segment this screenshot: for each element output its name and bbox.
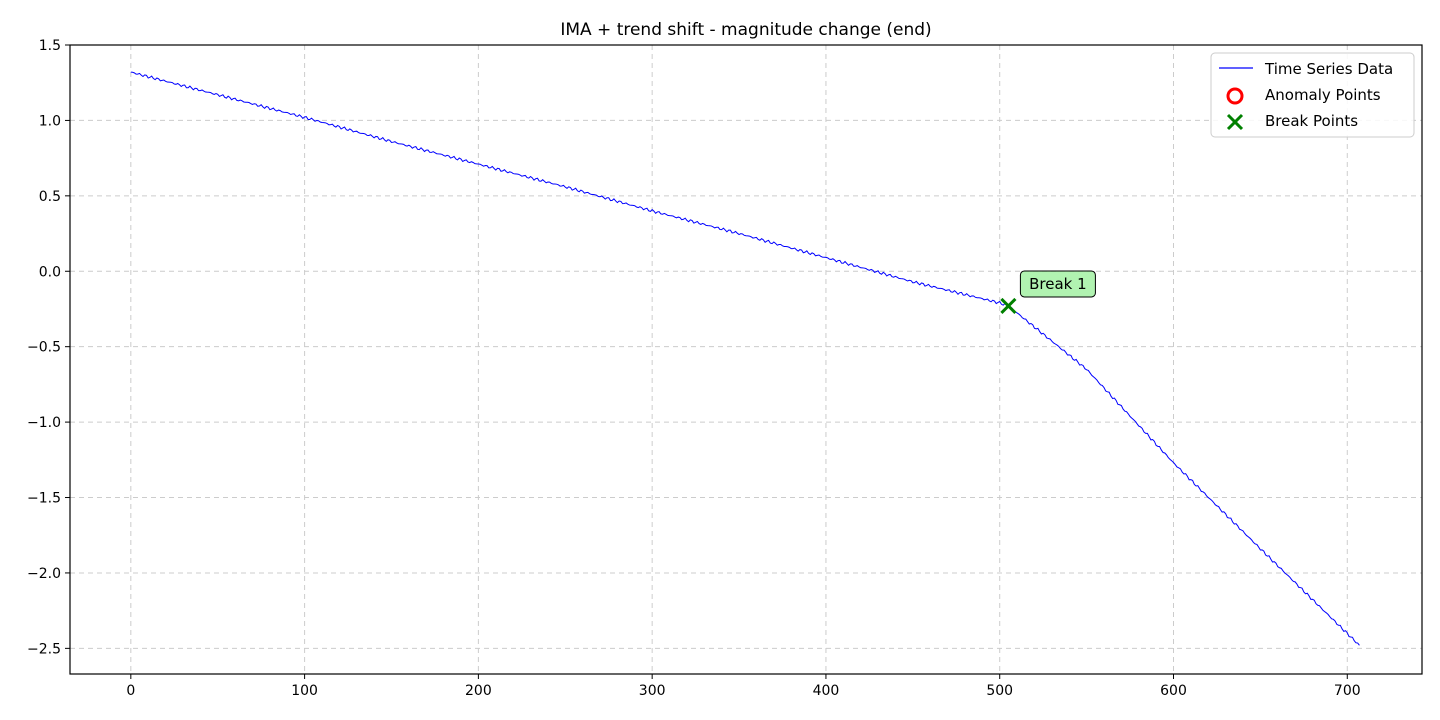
y-tick-label: 0.5 bbox=[39, 189, 61, 205]
y-tick-label: 1.5 bbox=[39, 38, 61, 54]
y-tick-label: −2.5 bbox=[27, 641, 61, 657]
break-label: Break 1 bbox=[1029, 275, 1087, 293]
break-label-box bbox=[1019, 270, 1096, 298]
break-point-stroke bbox=[1000, 297, 1017, 315]
legend-box bbox=[1210, 52, 1415, 138]
legend: Time Series Data Anomaly Points Break Po… bbox=[1210, 52, 1415, 138]
marks-layer bbox=[1000, 297, 1017, 315]
x-tick-label: 200 bbox=[465, 683, 492, 699]
x-tick-label: 300 bbox=[639, 683, 666, 699]
y-tick-label: 0.0 bbox=[39, 264, 61, 280]
y-tick-label: −0.5 bbox=[27, 340, 61, 356]
legend-break-marker bbox=[1226, 113, 1244, 131]
break-point-marker bbox=[1000, 297, 1017, 315]
y-tick-label: −2.0 bbox=[27, 566, 61, 582]
y-tick-label: 1.0 bbox=[39, 113, 61, 129]
legend-label-breaks: Break Points bbox=[1265, 112, 1358, 130]
annotations: Break 1 bbox=[1019, 270, 1096, 298]
series-line bbox=[130, 71, 1360, 646]
legend-anomaly-marker bbox=[1226, 87, 1244, 105]
x-tick-label: 500 bbox=[986, 683, 1013, 699]
legend-label-series: Time Series Data bbox=[1264, 60, 1393, 78]
y-tick-label: −1.5 bbox=[27, 491, 61, 507]
x-tick-label: 100 bbox=[291, 683, 318, 699]
series-layer bbox=[130, 71, 1360, 646]
x-tick-label: 700 bbox=[1334, 683, 1361, 699]
y-tick-label: −1.0 bbox=[27, 415, 61, 431]
x-axis: 0 100 200 300 400 500 600 700 bbox=[126, 674, 1361, 699]
chart-title: IMA + trend shift - magnitude change (en… bbox=[560, 20, 931, 40]
y-axis: 1.5 1.0 0.5 0.0 −0.5 −1.0 −1.5 −2.0 −2.5 bbox=[27, 38, 70, 657]
x-tick-label: 400 bbox=[813, 683, 840, 699]
plot-frame bbox=[69, 44, 1423, 675]
x-tick-label: 0 bbox=[126, 683, 135, 699]
x-tick-label: 600 bbox=[1160, 683, 1187, 699]
grid bbox=[70, 44, 1422, 674]
legend-label-anomalies: Anomaly Points bbox=[1265, 86, 1381, 104]
